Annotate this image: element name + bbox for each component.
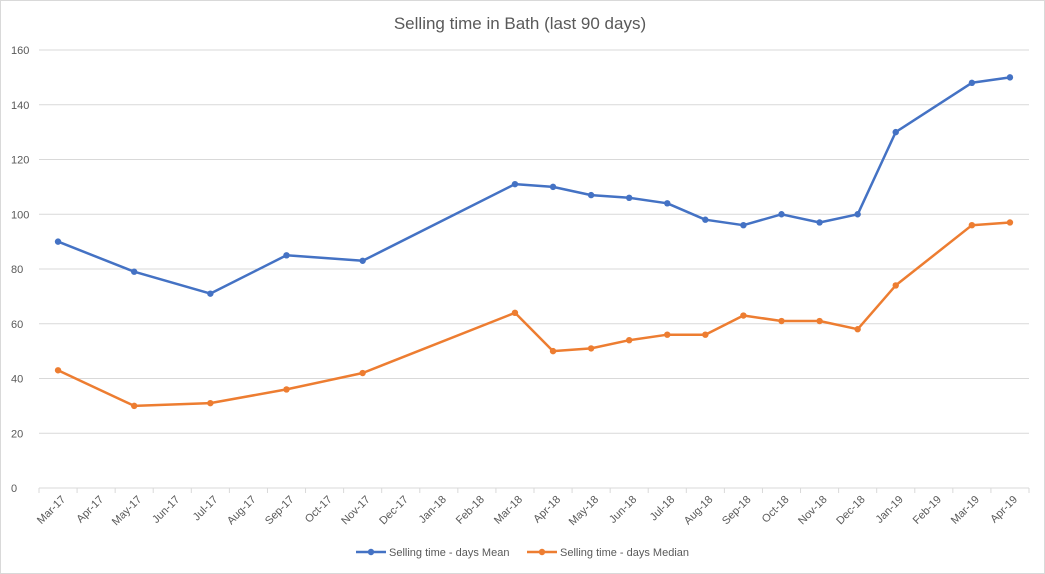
y-tick-label: 40	[11, 374, 23, 386]
data-point	[778, 317, 785, 325]
x-tick-label: Jan-18	[417, 494, 449, 526]
x-tick-label: Dec-17	[377, 494, 411, 528]
x-tick-label: Dec-18	[834, 494, 868, 528]
x-tick-label: Oct-18	[760, 494, 792, 526]
y-tick-label: 20	[11, 428, 23, 440]
legend-marker	[367, 548, 375, 556]
y-tick-label: 160	[11, 45, 29, 57]
series-line-mean	[56, 76, 1012, 295]
data-point	[740, 312, 747, 319]
data-point	[968, 222, 976, 229]
x-tick-label: Jul-17	[191, 494, 221, 524]
y-tick-label: 80	[11, 264, 23, 276]
data-point	[816, 219, 823, 226]
x-tick-label: Aug-18	[682, 494, 716, 528]
x-tick-label: Feb-18	[454, 494, 487, 527]
x-tick-label: May-17	[110, 494, 144, 528]
data-point	[511, 309, 519, 316]
data-point	[359, 257, 366, 264]
x-tick-label: Nov-18	[796, 494, 830, 528]
x-tick-label: Sep-18	[720, 494, 754, 528]
data-point	[549, 183, 557, 191]
x-tick-label: Nov-17	[339, 494, 373, 528]
x-tick-label: Aug-17	[225, 494, 259, 528]
x-tick-label: Oct-17	[303, 494, 335, 526]
data-point	[54, 367, 62, 374]
legend-label-mean: Selling time - days Mean	[389, 547, 509, 559]
gridlines	[39, 49, 1029, 489]
x-tick-label: May-18	[567, 494, 601, 528]
data-point	[359, 369, 366, 377]
data-point	[702, 331, 709, 338]
x-axis: Mar-17 Apr-17 May-17 Jun-17 Jul-17 Aug-17 Sep-…	[35, 488, 1030, 528]
y-tick-label: 100	[11, 209, 29, 221]
x-tick-label: Jan-19	[874, 494, 906, 526]
y-tick-label: 0	[11, 483, 17, 495]
data-point	[854, 211, 861, 218]
data-point	[511, 180, 519, 188]
data-point	[778, 211, 785, 218]
data-point	[587, 191, 595, 199]
data-point	[664, 331, 671, 338]
data-point	[702, 216, 709, 223]
data-point	[587, 345, 595, 352]
x-tick-label: Apr-17	[74, 494, 106, 526]
x-tick-label: Mar-18	[492, 494, 525, 527]
data-point	[1006, 74, 1014, 81]
y-tick-label: 120	[11, 155, 29, 167]
data-point	[625, 336, 633, 344]
x-tick-label: Mar-17	[35, 494, 68, 527]
y-tick-label: 60	[11, 319, 23, 331]
x-tick-label: Feb-19	[911, 494, 944, 527]
data-point	[816, 317, 823, 325]
x-tick-label: Jul-18	[648, 494, 678, 524]
data-point	[854, 326, 861, 333]
legend-label-median: Selling time - days Median	[560, 547, 689, 559]
data-point	[549, 347, 557, 355]
data-point	[283, 252, 290, 259]
x-tick-label: Mar-19	[949, 494, 982, 527]
data-point	[892, 128, 899, 136]
x-tick-label: Sep-17	[263, 494, 297, 528]
data-point	[892, 282, 899, 289]
data-point	[54, 238, 62, 245]
x-tick-label: Jun-18	[607, 494, 639, 526]
data-point	[283, 386, 290, 393]
data-point	[664, 200, 671, 207]
data-point	[207, 399, 214, 407]
x-tick-label: Apr-18	[531, 494, 563, 526]
data-point	[1006, 219, 1014, 226]
x-tick-label: Apr-19	[988, 494, 1020, 526]
data-point	[130, 268, 138, 275]
x-tick-label: Jun-17	[150, 494, 182, 526]
y-tick-label: 140	[11, 100, 29, 112]
series-lines	[54, 74, 1014, 410]
data-point	[740, 222, 747, 229]
data-point	[130, 402, 138, 410]
y-axis: 0 20 40 60 80 100 120 140 160	[11, 45, 29, 495]
series-line-median	[56, 221, 1012, 408]
data-point	[207, 290, 214, 297]
legend: Selling time - days Mean Selling time - d…	[356, 547, 689, 559]
legend-marker	[538, 548, 546, 556]
data-point	[625, 194, 633, 202]
data-point	[968, 79, 976, 87]
chart-title: Selling time in Bath (last 90 days)	[394, 14, 646, 33]
